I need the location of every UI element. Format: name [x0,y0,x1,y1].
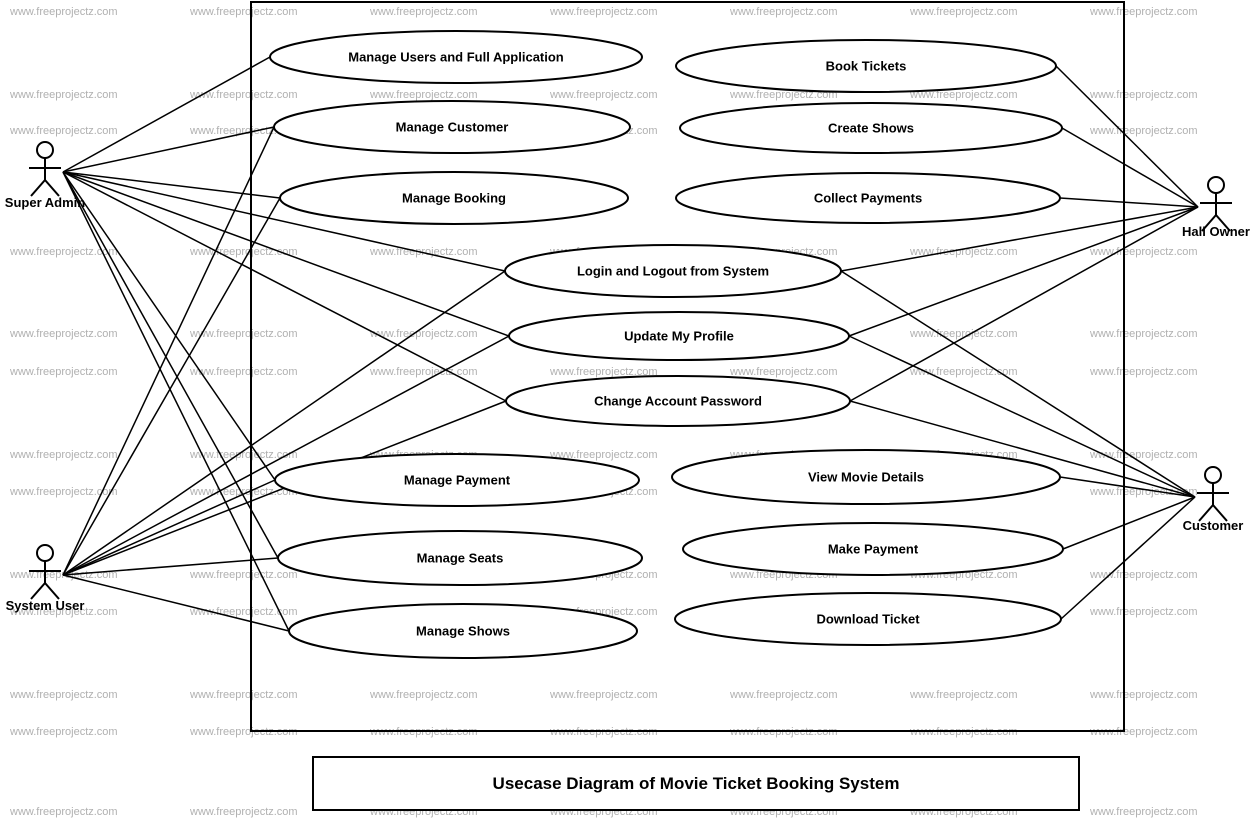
watermark-text: www.freeprojectz.com [9,726,118,738]
watermark-text: www.freeprojectz.com [9,89,118,101]
watermark-text: www.freeprojectz.com [189,6,298,18]
association-edge [63,575,289,631]
watermark-text: www.freeprojectz.com [9,366,118,378]
usecase-label-manage-users: Manage Users and Full Application [348,49,564,64]
usecase-label-create-shows: Create Shows [828,120,914,135]
usecase-label-login-logout: Login and Logout from System [577,263,769,278]
watermark-text: www.freeprojectz.com [9,246,118,258]
watermark-text: www.freeprojectz.com [729,689,838,701]
usecase-label-manage-customer: Manage Customer [396,119,509,134]
watermark-text: www.freeprojectz.com [369,689,478,701]
association-edge [1063,497,1195,549]
watermark-text: www.freeprojectz.com [369,6,478,18]
actor-label-system-user: System User [6,598,85,613]
association-edge [849,207,1198,336]
watermark-text: www.freeprojectz.com [369,366,478,378]
usecase-label-make-payment: Make Payment [828,541,919,556]
actor-label-hall-owner: Hall Owner [1182,224,1250,239]
usecase-label-collect-payments: Collect Payments [814,190,922,205]
watermark-text: www.freeprojectz.com [9,125,118,137]
watermark-text: www.freeprojectz.com [189,328,298,340]
association-edge [63,57,270,172]
watermark-text: www.freeprojectz.com [1089,246,1198,258]
watermark-text: www.freeprojectz.com [1089,6,1198,18]
watermark-text: www.freeprojectz.com [549,89,658,101]
watermark-text: www.freeprojectz.com [1089,689,1198,701]
association-edge [1060,198,1198,207]
watermark-text: www.freeprojectz.com [189,569,298,581]
watermark-text: www.freeprojectz.com [1089,606,1198,618]
watermark-text: www.freeprojectz.com [9,449,118,461]
watermark-text: www.freeprojectz.com [549,689,658,701]
watermark-text: www.freeprojectz.com [1089,806,1198,818]
watermark-text: www.freeprojectz.com [1089,328,1198,340]
usecase-diagram: www.freeprojectz.com www.freeprojectz.com… [0,0,1260,819]
watermark-text: www.freeprojectz.com [909,6,1018,18]
association-edge [63,271,505,575]
actor-label-customer: Customer [1183,518,1244,533]
watermark-text: www.freeprojectz.com [189,689,298,701]
watermark-text: www.freeprojectz.com [549,6,658,18]
usecase-label-update-profile: Update My Profile [624,328,734,343]
watermark-text: www.freeprojectz.com [729,366,838,378]
association-edge [63,172,275,480]
watermark-text: www.freeprojectz.com [9,689,118,701]
usecase-label-manage-payment: Manage Payment [404,472,511,487]
watermark-text: www.freeprojectz.com [1089,366,1198,378]
usecase-label-change-password: Change Account Password [594,393,762,408]
watermark-text: www.freeprojectz.com [9,328,118,340]
usecase-label-manage-shows: Manage Shows [416,623,510,638]
watermark-text: www.freeprojectz.com [9,6,118,18]
diagram-title: Usecase Diagram of Movie Ticket Booking … [493,774,900,793]
watermark-text: www.freeprojectz.com [729,6,838,18]
association-edge [63,172,278,558]
association-edge [63,127,274,575]
watermark-text: www.freeprojectz.com [9,806,118,818]
watermark-text: www.freeprojectz.com [1089,89,1198,101]
usecases-layer: Manage Users and Full Application Manage … [270,31,1063,658]
usecase-label-view-movie: View Movie Details [808,469,924,484]
usecase-label-manage-booking: Manage Booking [402,190,506,205]
watermark-text: www.freeprojectz.com [1089,125,1198,137]
actor-label-super-admin: Super Admin [5,195,85,210]
watermark-text: www.freeprojectz.com [909,689,1018,701]
watermark-text: www.freeprojectz.com [189,89,298,101]
watermark-text: www.freeprojectz.com [369,89,478,101]
association-edge [1061,497,1195,619]
usecase-label-download-ticket: Download Ticket [816,611,920,626]
watermark-text: www.freeprojectz.com [189,806,298,818]
usecase-label-manage-seats: Manage Seats [417,550,504,565]
watermark-text: www.freeprojectz.com [189,366,298,378]
usecase-label-book-tickets: Book Tickets [826,58,907,73]
